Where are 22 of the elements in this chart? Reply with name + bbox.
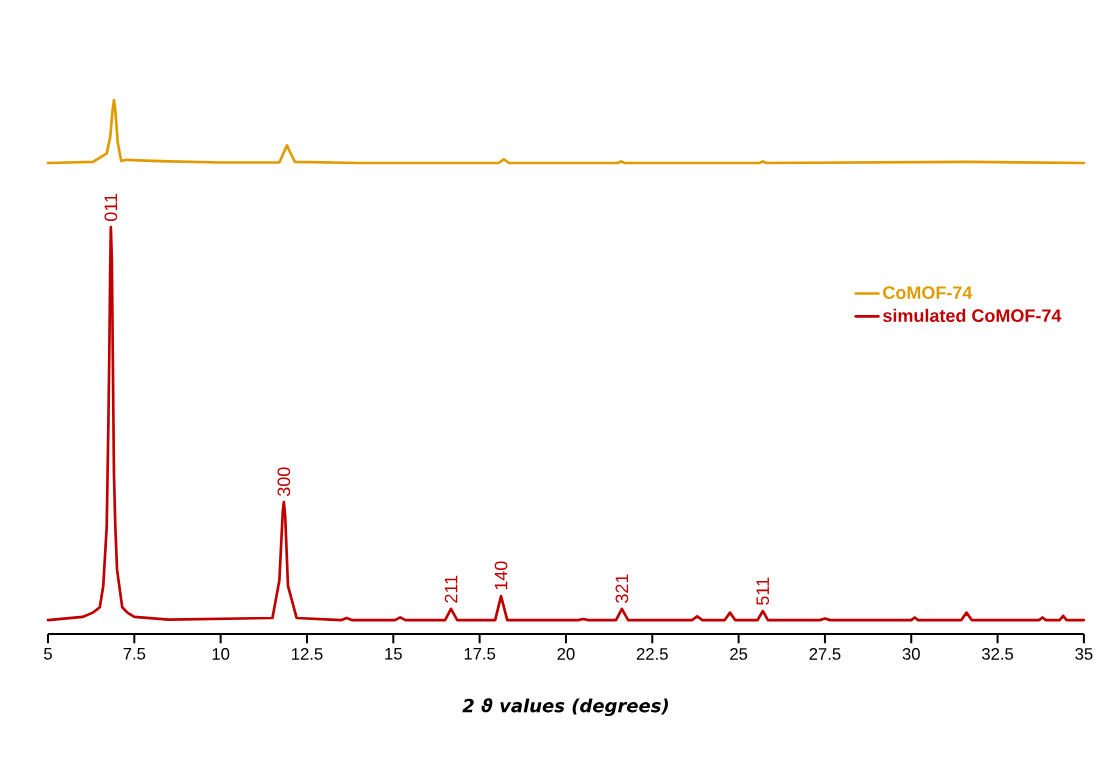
x-axis-title: 2 ϑ values (degrees) [462, 698, 668, 717]
annotation: 300 [277, 467, 291, 497]
annotation: 211 [444, 575, 458, 603]
legend-label: CoMOF-74 [883, 286, 973, 299]
x-tick-label: 30 [902, 648, 920, 660]
x-tick-label: 15 [385, 648, 402, 660]
annotation: 321 [615, 574, 629, 603]
x-tick-label: 27.5 [809, 648, 841, 660]
x-tick-label: 25 [730, 648, 748, 660]
annotation: 011 [104, 193, 118, 222]
x-tick-label: 12.5 [292, 648, 323, 660]
legend-label: simulated CoMOF-74 [883, 308, 1062, 323]
x-tick-label: 35 [1075, 648, 1093, 660]
x-tick-label: 32.5 [981, 648, 1014, 660]
x-tick-label: 17.5 [464, 648, 496, 660]
x-tick-label: 5 [44, 648, 52, 660]
x-tick-label: 7.5 [123, 648, 146, 660]
x-tick-label: 10 [212, 648, 230, 660]
annotation: 511 [756, 577, 770, 605]
x-tick-label: 22.5 [636, 648, 668, 660]
x-tick-label: 20 [557, 648, 575, 660]
annotation: 140 [494, 561, 508, 590]
